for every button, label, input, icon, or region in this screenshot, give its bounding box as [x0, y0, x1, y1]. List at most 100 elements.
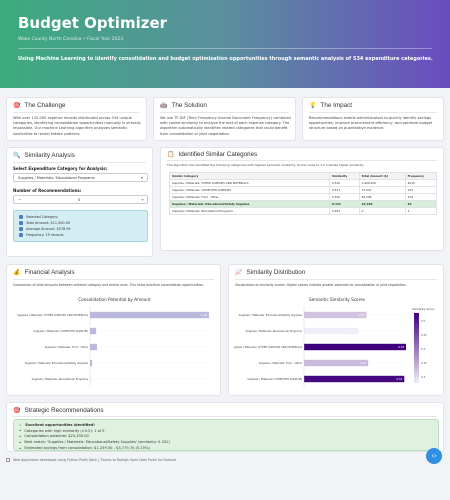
recommendations-value[interactable]: 5 — [78, 197, 81, 202]
financial-title: 💰 Financial Analysis — [13, 269, 75, 276]
table-row: Supplies / Materials: Food - Other 0.340 8… — [169, 193, 438, 201]
challenge-card: 🎯 The Challenge With over 132,000 expens… — [6, 97, 147, 141]
footer-text: Web Application developed using Python P… — [13, 458, 176, 462]
colorbar-tick: 0.45 — [421, 333, 427, 337]
recommendations-alert: ✓ Excellent opportunities identified! • C… — [13, 419, 439, 451]
target-icon: 🎯 — [13, 103, 21, 109]
counter-icon — [19, 233, 23, 237]
col-similarity[interactable]: Similarity — [329, 172, 360, 180]
financial-note: Comparison of total amounts between sele… — [13, 283, 205, 287]
trophy-icon: • — [19, 439, 22, 445]
info-total: Total Amount: $11,000.00 — [19, 220, 142, 226]
bar — [304, 311, 367, 319]
footer: Web Application developed using Python P… — [6, 458, 176, 462]
bar — [304, 359, 369, 367]
header-banner: Budget Optimizer Wake County North Carol… — [0, 0, 450, 88]
bar — [90, 311, 209, 319]
table-row: Supplies / Materials: Recreational Progr… — [169, 207, 438, 215]
data-label: 0.54 — [398, 345, 404, 349]
info-selected: Selected Category: — [19, 214, 142, 220]
folder-icon — [19, 215, 23, 219]
category-select-label: Select Expenditure Category for Analysis… — [13, 166, 108, 171]
table-row: Supplies / Materials: COMPUTER SUPPLIES 0… — [169, 186, 438, 194]
category-select[interactable]: Supplies / Materials: Educational Progra… — [13, 173, 148, 182]
colorbar-tick: 0.5 — [421, 319, 425, 323]
app-description: Using Machine Learning to identify conso… — [18, 56, 433, 62]
distribution-title: 📈 Similarity Distribution — [235, 269, 306, 276]
category-label: Supplies / Materials: COMPUTER SUPPLIES — [247, 377, 302, 381]
clipboard-icon: 📋 — [167, 152, 175, 158]
data-label: 1.4M — [201, 313, 207, 317]
impact-title: 💡 The Impact — [309, 102, 352, 109]
app-subtitle: Wake County North Carolina • Fiscal Year… — [18, 37, 124, 42]
code-icon: ‹› — [431, 452, 437, 460]
link-icon: • — [19, 428, 22, 434]
table-row: Supplies / Materials: OTHER SUPPLIES AND… — [169, 179, 438, 187]
bar — [304, 343, 406, 351]
data-label: 0.34 — [360, 361, 366, 365]
app-title: Budget Optimizer — [18, 14, 168, 32]
table-row-highlighted: Supplies / Materials: Educational/Safety… — [169, 200, 438, 208]
col-frequency[interactable]: Frequency — [404, 172, 438, 180]
challenge-text: With over 132,000 expense records distri… — [13, 116, 141, 136]
similarity-analysis-title: 🔍 Similarity Analysis — [13, 152, 75, 159]
challenge-title: 🎯 The Challenge — [13, 102, 66, 109]
col-similar-category[interactable]: Similar Category — [169, 172, 330, 180]
data-label: 0.29 — [350, 329, 356, 333]
increment-button[interactable]: + — [141, 197, 145, 202]
data-label: 0.33 — [359, 313, 365, 317]
code-toggle-button[interactable]: ‹› — [426, 448, 442, 464]
category-label: Supplies / Materials: OTHER SUPPLIES AND… — [17, 313, 88, 317]
impact-text: Recommendations enable administrators to… — [309, 116, 433, 131]
chevron-down-icon: ▾ — [140, 175, 143, 180]
bar — [90, 327, 97, 335]
category-label: Supplies / Materials: Food - Other — [45, 345, 89, 349]
colorbar — [414, 313, 419, 383]
info-average: Average Amount: $578.95 — [19, 226, 142, 232]
strategic-recommendations-card: 🎯 Strategic Recommendations ✓ Excellent … — [6, 402, 444, 452]
data-label: 0.53 — [397, 377, 403, 381]
decrement-button[interactable]: − — [18, 197, 22, 202]
recommendations-headline: ✓ Excellent opportunities identified! — [19, 422, 95, 428]
colorbar-title: Similarity Score — [412, 307, 434, 311]
category-label: Supplies / Materials: OTHER SUPPLIES AND… — [234, 345, 302, 349]
bar — [90, 359, 93, 367]
recommendations-label: Number of Recommendations: — [13, 188, 82, 193]
money-icon: • — [19, 433, 22, 439]
target-icon: 🎯 — [13, 408, 21, 414]
category-label: Supplies / Materials: Educational/Safety… — [25, 361, 89, 365]
recommendation-item: • Best match: 'Supplies / Materials: Educ… — [19, 439, 170, 445]
solution-title: 🤖 The Solution — [160, 102, 207, 109]
category-label: Supplies / Materials: Recreational Progr… — [246, 329, 303, 333]
recommendation-item: • Estimated savings from consolidation: $… — [19, 445, 150, 451]
col-total-amount[interactable]: Total Amount ($) — [358, 172, 406, 180]
category-info-box: Selected Category: Total Amount: $11,000… — [13, 210, 148, 242]
bar — [304, 375, 405, 383]
magnifier-icon: 🔍 — [13, 153, 21, 159]
table-header-row: Similar Category Similarity Total Amount… — [169, 172, 438, 180]
recommendation-item: • Consolidation potential: $25,190.00 — [19, 433, 89, 439]
lightbulb-icon: 💡 — [309, 103, 317, 109]
bar — [90, 343, 98, 351]
similarity-chart[interactable]: Semantic Similarity Scores Supplies / Mat… — [234, 293, 440, 393]
category-label: Supplies / Materials: Food - Other — [259, 361, 303, 365]
distribution-note: Visualization of similarity scores. High… — [235, 283, 407, 287]
recommendation-item: • Categories with high similarity (>0.5):… — [19, 428, 105, 434]
solution-card: 🤖 The Solution We use TF-IDF (Term Frequ… — [153, 97, 296, 141]
identified-title: 📋 Identified Similar Categories — [167, 151, 258, 158]
similarity-distribution-card: 📈 Similarity Distribution Visualization … — [228, 264, 444, 396]
amount-chart[interactable]: Consolidation Potential by Amount Supplie… — [12, 293, 217, 393]
info-frequency: Frequency: 19 records — [19, 232, 142, 238]
chart-title: Consolidation Potential by Amount — [78, 297, 151, 302]
impact-card: 💡 The Impact Recommendations enable admi… — [302, 97, 444, 141]
colorbar-tick: 0.4 — [421, 347, 425, 351]
similarity-analysis-card: 🔍 Similarity Analysis Select Expenditure… — [6, 147, 153, 257]
money-icon — [19, 221, 23, 225]
recommendations-stepper[interactable]: − 5 + — [13, 195, 148, 204]
similar-categories-table: Similar Category Similarity Total Amount… — [169, 172, 438, 215]
category-label: Supplies / Materials: Educational/Safety… — [239, 313, 303, 317]
info-icon — [6, 458, 10, 462]
trend-chart-icon: 📈 — [235, 270, 243, 276]
financial-analysis-card: 💰 Financial Analysis Comparison of total… — [6, 264, 221, 396]
colorbar-tick: 0.35 — [421, 361, 427, 365]
